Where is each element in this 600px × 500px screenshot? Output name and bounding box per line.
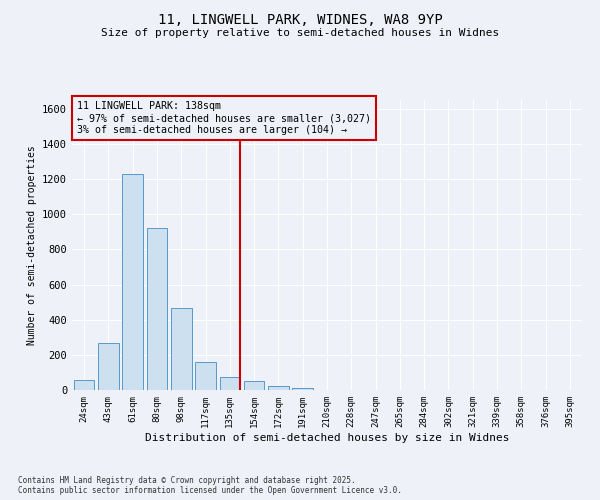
Text: Size of property relative to semi-detached houses in Widnes: Size of property relative to semi-detach… <box>101 28 499 38</box>
Bar <box>220 377 240 390</box>
Text: Contains HM Land Registry data © Crown copyright and database right 2025.
Contai: Contains HM Land Registry data © Crown c… <box>18 476 402 495</box>
Bar <box>244 381 265 390</box>
Bar <box>292 388 313 390</box>
Bar <box>171 308 191 390</box>
Text: 11 LINGWELL PARK: 138sqm
← 97% of semi-detached houses are smaller (3,027)
3% of: 11 LINGWELL PARK: 138sqm ← 97% of semi-d… <box>77 102 371 134</box>
Bar <box>195 362 216 390</box>
Bar <box>146 228 167 390</box>
Bar <box>98 344 119 390</box>
Bar <box>74 380 94 390</box>
Text: 11, LINGWELL PARK, WIDNES, WA8 9YP: 11, LINGWELL PARK, WIDNES, WA8 9YP <box>158 12 442 26</box>
X-axis label: Distribution of semi-detached houses by size in Widnes: Distribution of semi-detached houses by … <box>145 432 509 442</box>
Bar <box>268 386 289 390</box>
Y-axis label: Number of semi-detached properties: Number of semi-detached properties <box>26 145 37 345</box>
Bar <box>122 174 143 390</box>
